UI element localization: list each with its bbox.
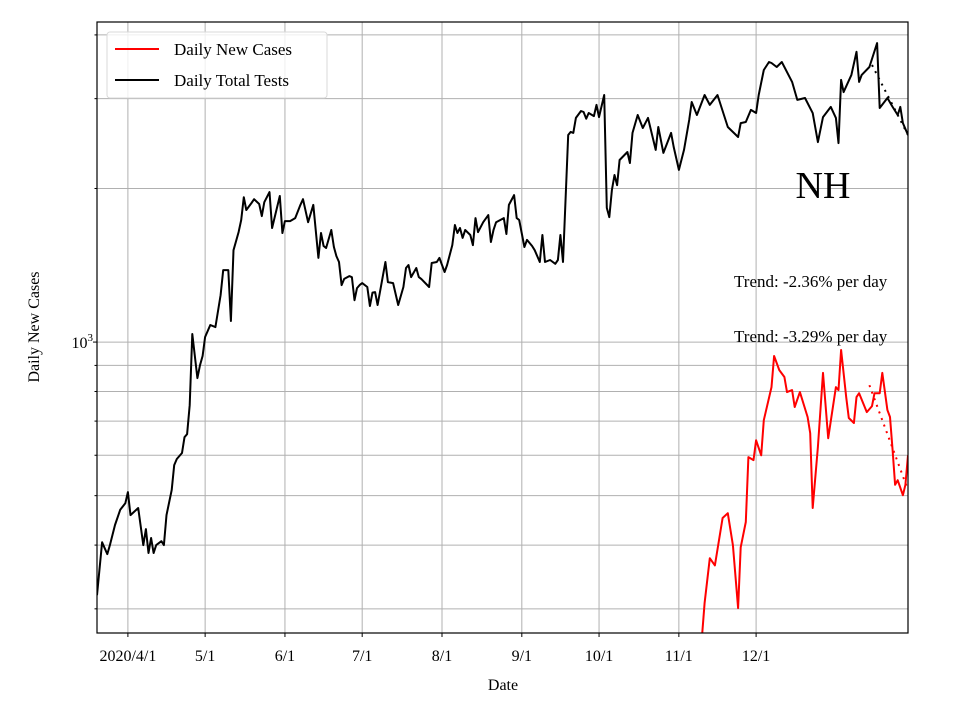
- x-tick-label: 5/1: [195, 648, 215, 665]
- x-tick-label: 12/1: [742, 648, 770, 665]
- plot-frame: [96, 21, 909, 634]
- y-tick-label-exponent: 3: [88, 332, 94, 344]
- legend: Daily New Cases Daily Total Tests: [106, 31, 328, 99]
- x-tick-label: 7/1: [352, 648, 372, 665]
- x-tick-label: 8/1: [432, 648, 452, 665]
- state-label: NH: [796, 165, 851, 207]
- x-tick-label: 10/1: [585, 648, 613, 665]
- trend-annotation-cases: Trend: -3.29% per day: [734, 327, 888, 346]
- trend-annotation-tests: Trend: -2.36% per day: [734, 272, 888, 291]
- grid: [97, 22, 908, 633]
- x-tick-label: 2020/4/1: [99, 648, 156, 665]
- x-tick-label: 6/1: [275, 648, 295, 665]
- y-axis-label: Daily New Cases: [26, 271, 43, 382]
- x-axis-label: Date: [488, 677, 518, 694]
- x-tick-label: 9/1: [512, 648, 532, 665]
- series-line-cases: [701, 349, 908, 633]
- series-line-tests: [97, 42, 908, 596]
- legend-box: [106, 31, 328, 99]
- y-tick-label: 103: [72, 332, 94, 352]
- legend-label-tests: Daily Total Tests: [174, 71, 289, 90]
- legend-label-cases: Daily New Cases: [174, 40, 292, 59]
- y-tick-label-base: 10: [72, 335, 88, 352]
- ticks: 2020/4/1 5/1 6/1 7/1 8/1 9/1 10/1 11/1 12/1 103: [72, 34, 770, 665]
- x-tick-label: 11/1: [665, 648, 693, 665]
- series-layer: [97, 42, 908, 633]
